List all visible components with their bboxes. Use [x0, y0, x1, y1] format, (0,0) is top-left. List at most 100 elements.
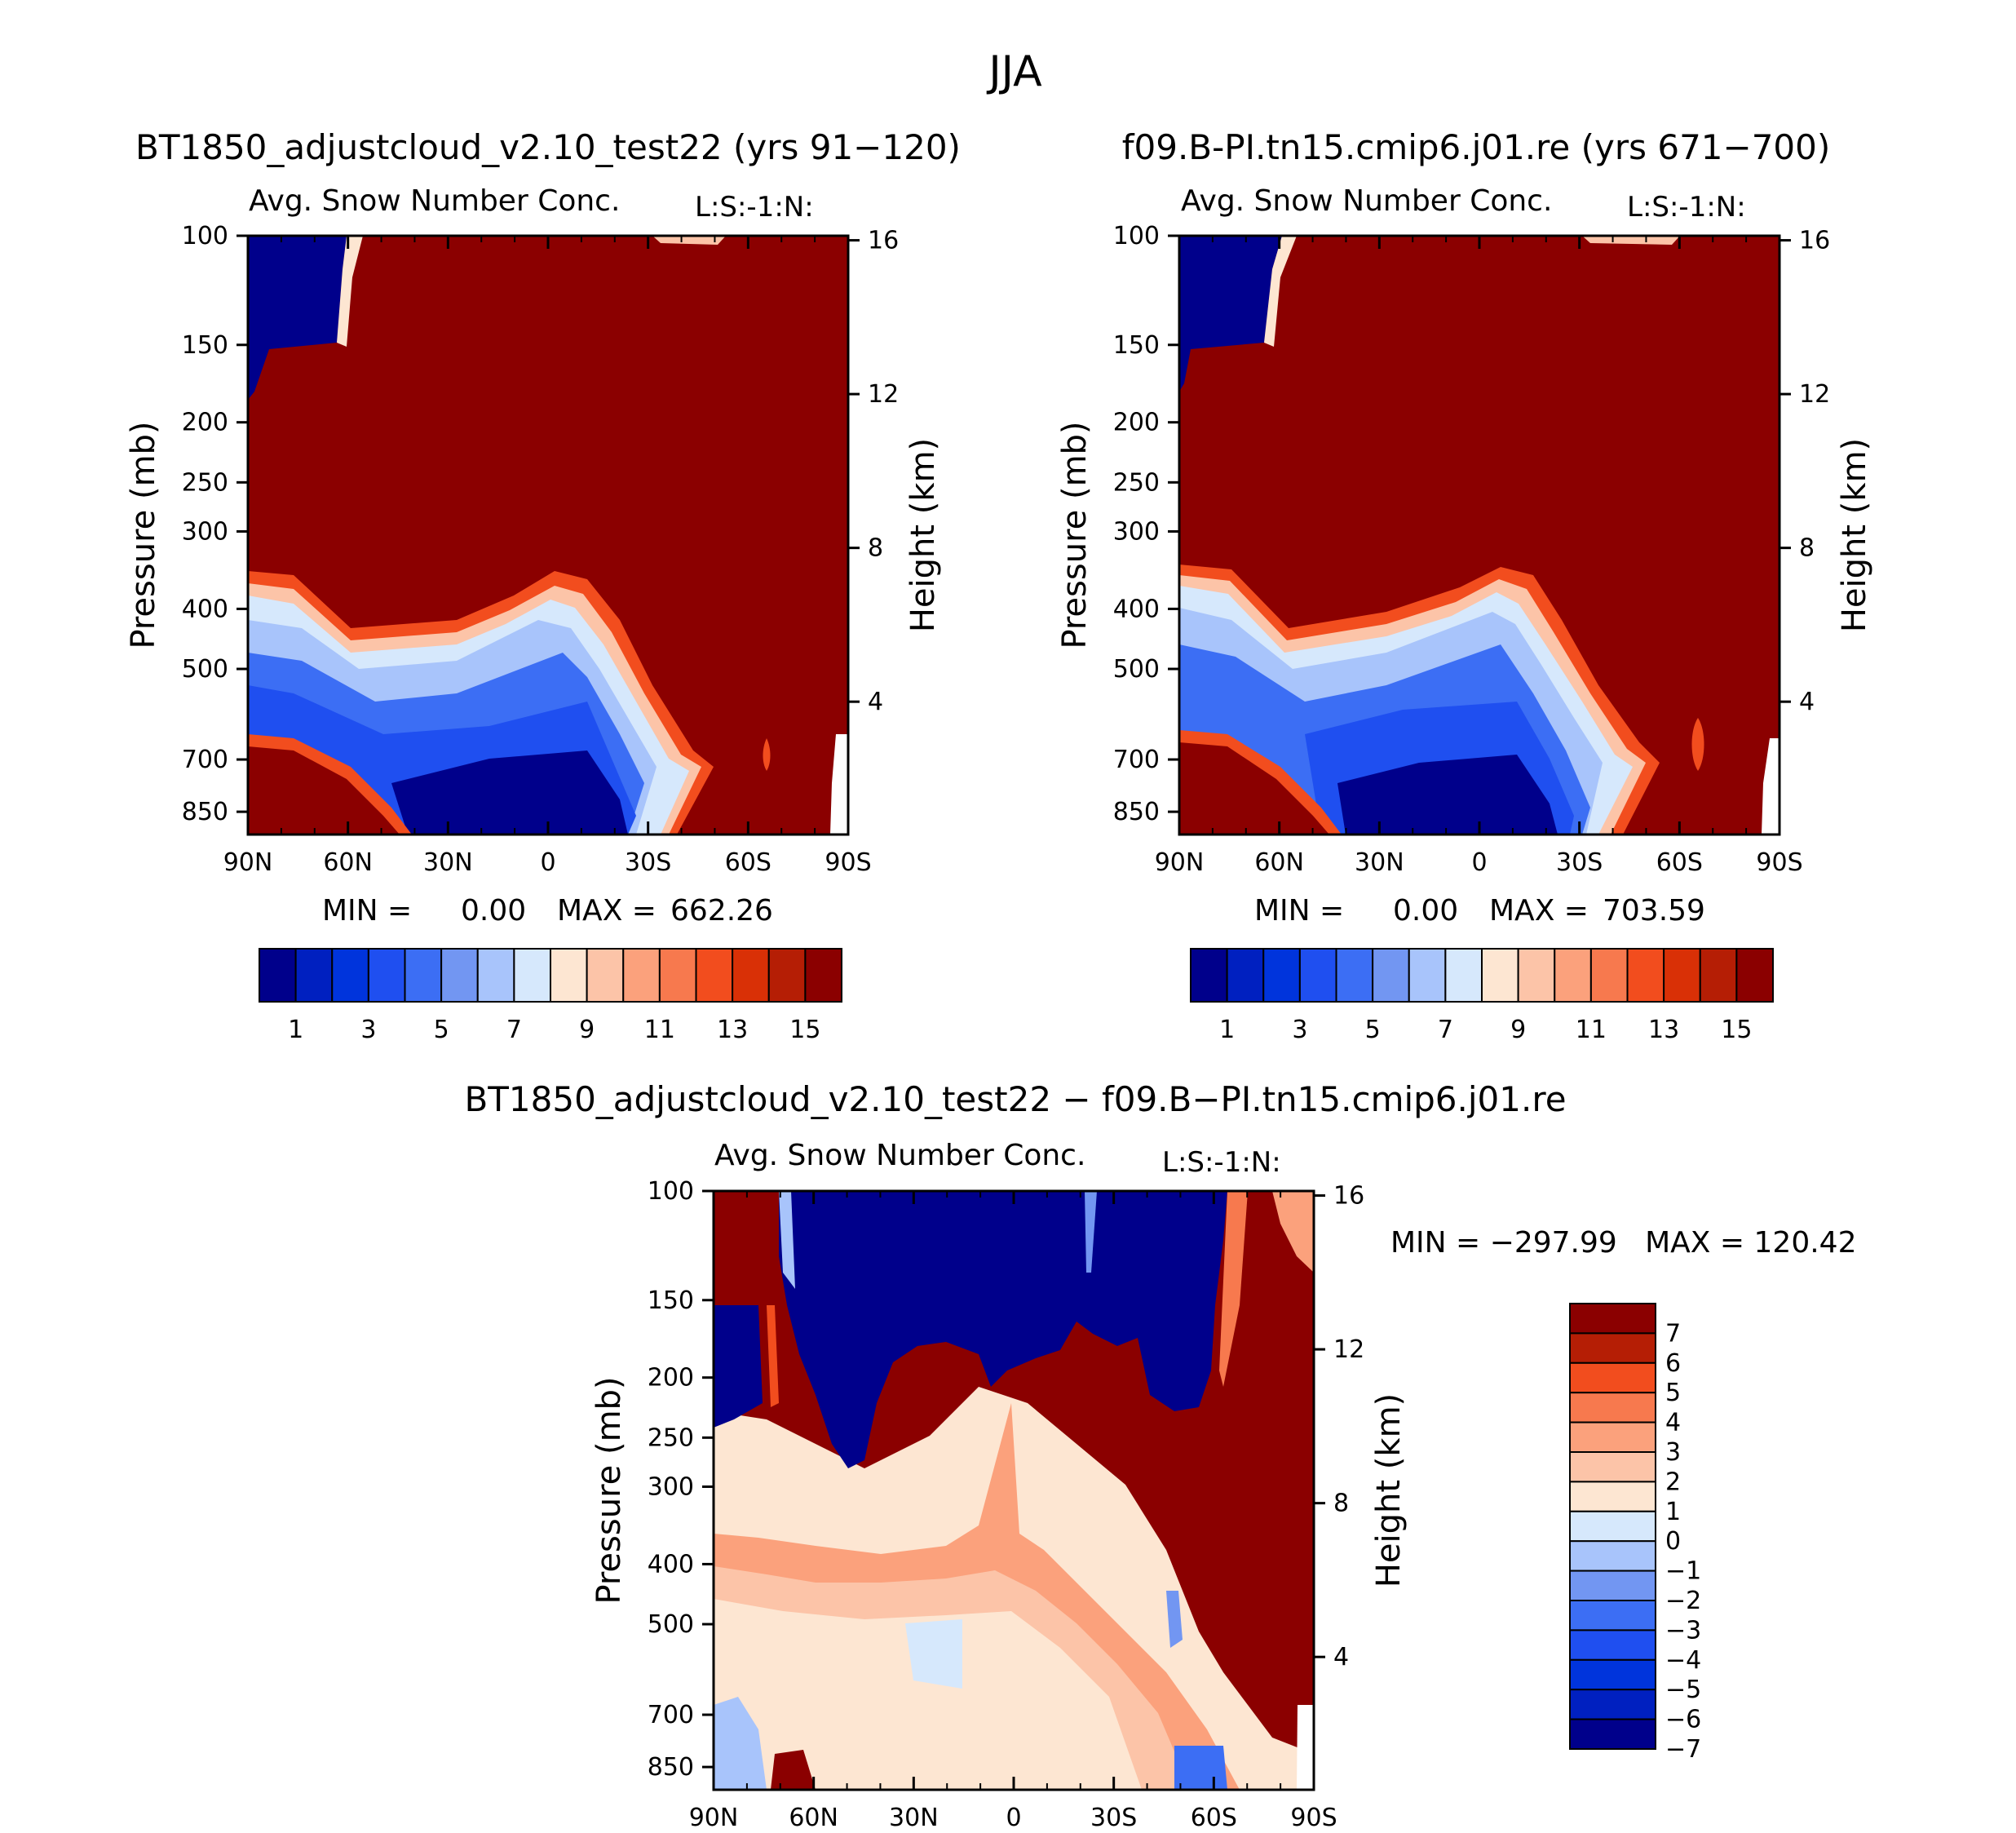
colorbar-label: 15 — [1721, 1016, 1752, 1044]
y2-tick-label: 16 — [868, 227, 899, 255]
y2-axis-label: Height (km) — [1370, 1393, 1408, 1587]
colorbar-label: −6 — [1665, 1706, 1701, 1734]
x-tick-label: 30S — [625, 848, 671, 877]
x-tick-label: 30S — [1556, 848, 1603, 877]
min-value-test: 0.00 — [461, 894, 526, 928]
level-tag-diff: L:S:-1:N: — [1162, 1146, 1281, 1179]
x-tick-label: 90S — [825, 848, 871, 877]
colorbar-swatch — [1569, 1629, 1656, 1661]
colorbar-swatch — [1569, 1510, 1656, 1543]
y-tick-label: 250 — [182, 468, 228, 497]
colorbar-swatch — [294, 948, 334, 1003]
colorbar-label: 9 — [579, 1016, 595, 1044]
colorbar-swatch — [1190, 948, 1228, 1003]
x-tick-label: 0 — [1471, 848, 1487, 877]
y-tick-label: 100 — [182, 222, 228, 250]
colorbar-swatch — [1517, 948, 1556, 1003]
y-tick-label: 200 — [182, 409, 228, 437]
y-tick-label: 250 — [648, 1423, 694, 1452]
y2-tick-label: 12 — [1799, 380, 1830, 409]
panel-control: f09.B-PI.tn15.cmip6.j01.re (yrs 671−700)… — [1056, 127, 1873, 1044]
x-tick-label: 90S — [1756, 848, 1802, 877]
y2-tick-label: 4 — [1333, 1643, 1349, 1671]
colorbar-swatch — [1589, 948, 1629, 1003]
colorbar-label: 13 — [1648, 1016, 1679, 1044]
colorbar-swatch — [1569, 1451, 1656, 1483]
colorbar-label: 3 — [360, 1016, 376, 1044]
colorbar-swatch — [1626, 948, 1665, 1003]
y2-tick-label: 8 — [1333, 1490, 1349, 1518]
colorbar-swatch — [1262, 948, 1301, 1003]
y-tick-label: 400 — [1113, 595, 1160, 623]
colorbar-label: 0 — [1665, 1527, 1681, 1556]
y-axis-label: Pressure (mb) — [590, 1376, 628, 1604]
colorbar-label: −7 — [1665, 1735, 1701, 1764]
colorbar-swatch — [1226, 948, 1265, 1003]
contour-field-diff — [714, 1191, 1314, 1790]
axes-test: 90N 60N 30N 0 30S 60S 90S 100 150 200 250 300 400 500… — [125, 222, 942, 877]
colorbar-swatch — [331, 948, 369, 1003]
x-tick-label: 60N — [1254, 848, 1304, 877]
colorbar-label: 2 — [1665, 1468, 1681, 1496]
y-tick-label: 500 — [648, 1610, 694, 1639]
colorbar-test: 1 3 5 7 9 11 13 15 — [259, 948, 842, 1044]
y-tick-label: 250 — [1113, 468, 1160, 497]
colorbar-swatch — [1735, 948, 1774, 1003]
y2-tick-label: 4 — [868, 688, 883, 716]
colorbar-label: 5 — [1665, 1379, 1681, 1407]
colorbar-label: 6 — [1665, 1349, 1681, 1378]
contour-field-control — [1179, 236, 1779, 835]
colorbar-swatch — [1569, 1332, 1656, 1364]
colorbar-label: 7 — [1438, 1016, 1453, 1044]
colorbar-swatch — [1569, 1658, 1656, 1691]
colorbar-label: −1 — [1665, 1557, 1701, 1586]
x-tick-label: 30N — [423, 848, 473, 877]
colorbar-swatch — [1372, 948, 1410, 1003]
y2-tick-label: 12 — [868, 380, 899, 409]
y-tick-label: 300 — [1113, 517, 1160, 546]
panel-test: BT1850_adjustcloud_v2.10_test22 (yrs 91−… — [125, 127, 961, 1044]
x-tick-label: 60S — [725, 848, 771, 877]
level-tag-control: L:S:-1:N: — [1627, 191, 1746, 224]
colorbar-swatch — [550, 948, 588, 1003]
season-title: JJA — [986, 47, 1042, 96]
case-title-control: f09.B-PI.tn15.cmip6.j01.re (yrs 671−700) — [1122, 127, 1831, 167]
x-tick-label: 60S — [1191, 1804, 1237, 1832]
colorbar-swatch — [804, 948, 842, 1003]
colorbar-label: −2 — [1665, 1587, 1701, 1615]
y-tick-label: 850 — [1113, 798, 1160, 826]
minmax-diff: MIN = −297.99 MAX = 120.42 — [1390, 1226, 1856, 1260]
y-tick-label: 300 — [648, 1472, 694, 1501]
colorbar-label: 9 — [1510, 1016, 1526, 1044]
colorbar-swatch — [1569, 1570, 1656, 1601]
colorbar-label: 1 — [288, 1016, 303, 1044]
colorbar-swatch — [513, 948, 551, 1003]
colorbar-label: 7 — [1665, 1319, 1681, 1348]
min-label-test: MIN = — [322, 894, 412, 928]
colorbar-swatch — [1569, 1481, 1656, 1512]
y2-tick-label: 8 — [868, 534, 883, 563]
colorbar-swatch — [767, 948, 807, 1003]
case-title-test: BT1850_adjustcloud_v2.10_test22 (yrs 91−… — [135, 127, 961, 167]
colorbar-swatch — [732, 948, 770, 1003]
colorbar-label: −3 — [1665, 1616, 1701, 1645]
axes-control: 90N 60N 30N 0 30S 60S 90S 100 150 200 250 300 400 500… — [1056, 222, 1873, 877]
colorbar-control: 1 3 5 7 9 11 13 15 — [1190, 948, 1774, 1044]
colorbar-swatch — [1335, 948, 1374, 1003]
y-tick-label: 400 — [648, 1550, 694, 1578]
y-tick-label: 200 — [1113, 409, 1160, 437]
x-tick-label: 90N — [223, 848, 273, 877]
y-tick-label: 500 — [1113, 655, 1160, 684]
y-tick-label: 200 — [648, 1364, 694, 1392]
y2-tick-label: 4 — [1799, 688, 1815, 716]
y-axis-label: Pressure (mb) — [1056, 421, 1094, 649]
y2-tick-label: 16 — [1799, 227, 1830, 255]
y-tick-label: 400 — [182, 595, 228, 623]
colorbar-swatch — [1569, 1392, 1656, 1423]
y2-tick-label: 12 — [1333, 1335, 1364, 1364]
colorbar-swatch — [622, 948, 661, 1003]
y-tick-label: 300 — [182, 517, 228, 546]
colorbar-swatch — [1554, 948, 1592, 1003]
variable-title-test: Avg. Snow Number Conc. — [249, 184, 620, 218]
